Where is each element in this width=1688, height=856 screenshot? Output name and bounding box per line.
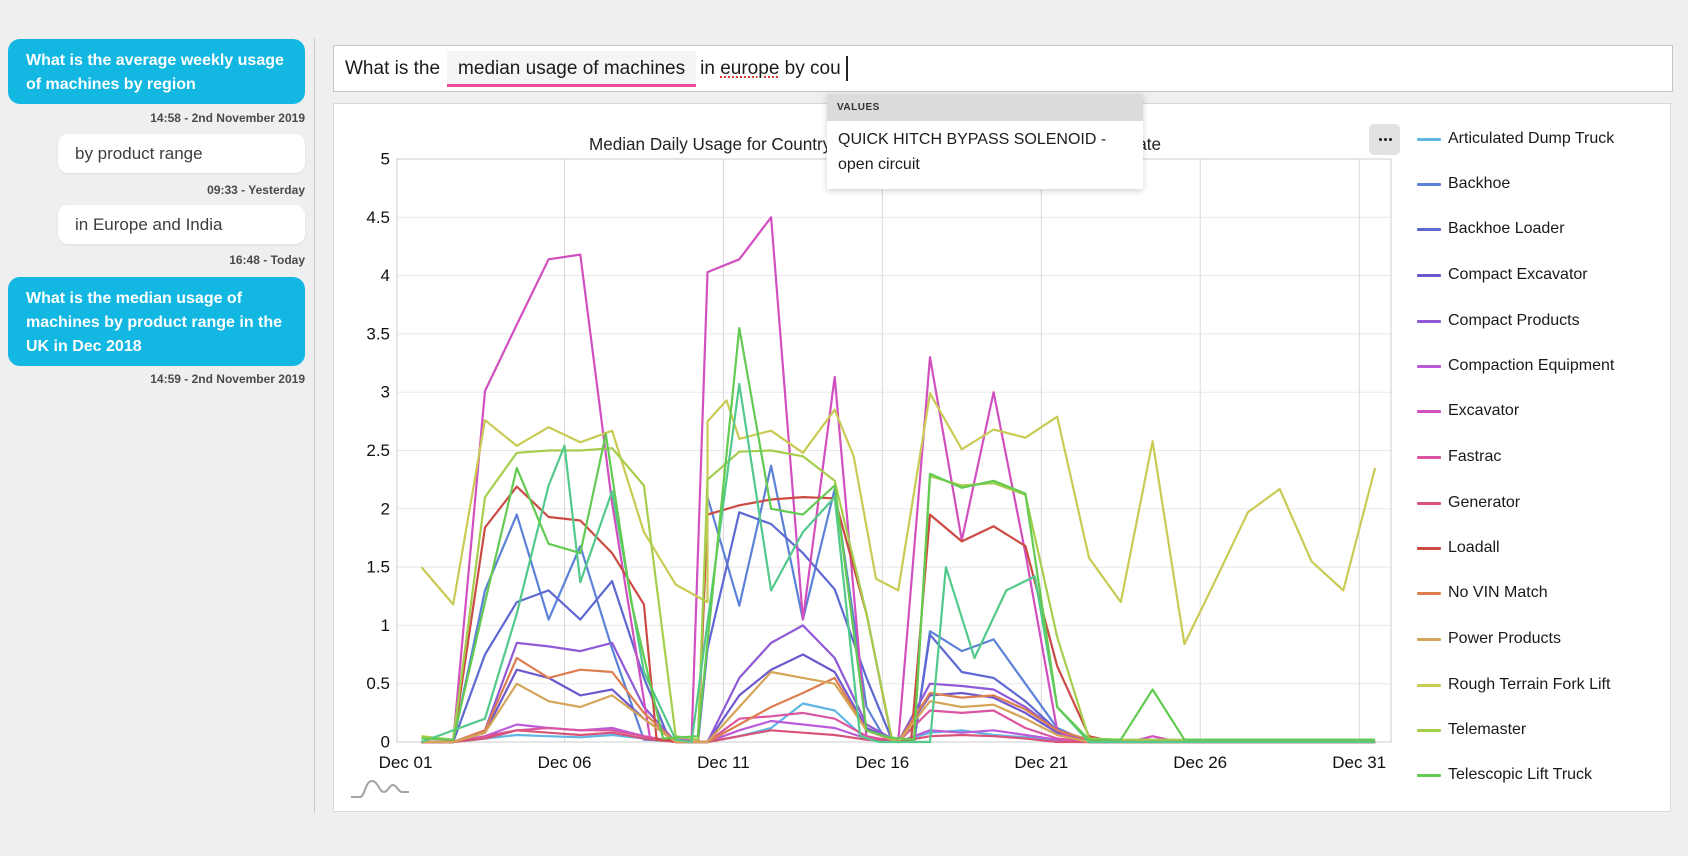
svg-text:4: 4 <box>381 266 390 285</box>
svg-text:Dec 11: Dec 11 <box>697 753 750 772</box>
svg-text:Dec 01: Dec 01 <box>379 753 433 772</box>
svg-text:Dec 16: Dec 16 <box>855 753 909 772</box>
svg-text:Dec 26: Dec 26 <box>1173 753 1227 772</box>
svg-text:Dec 06: Dec 06 <box>538 753 592 772</box>
svg-text:4.5: 4.5 <box>366 208 390 227</box>
svg-text:2: 2 <box>381 499 390 518</box>
svg-text:2.5: 2.5 <box>366 441 390 460</box>
svg-text:Dec 31: Dec 31 <box>1332 753 1386 772</box>
svg-text:Dec 21: Dec 21 <box>1014 753 1068 772</box>
svg-text:1.5: 1.5 <box>366 558 390 577</box>
svg-text:3: 3 <box>381 383 390 402</box>
svg-text:5: 5 <box>381 150 390 169</box>
svg-text:3.5: 3.5 <box>366 324 390 343</box>
svg-text:0: 0 <box>381 733 390 752</box>
svg-text:0.5: 0.5 <box>366 674 390 693</box>
svg-text:1: 1 <box>381 616 390 635</box>
